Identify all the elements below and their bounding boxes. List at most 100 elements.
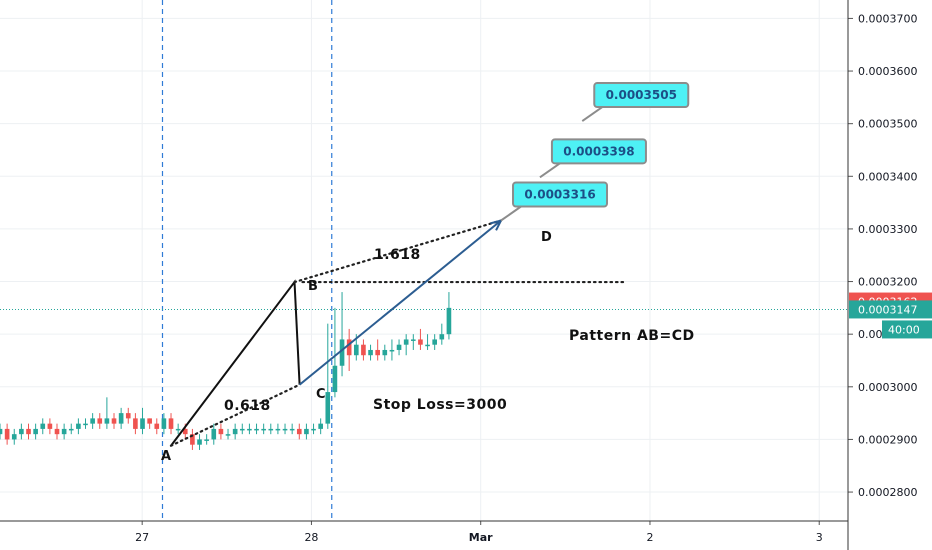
candle-body [268, 428, 274, 431]
candle-body [325, 392, 331, 424]
candle-body [446, 307, 452, 335]
candle-body [197, 439, 202, 445]
candle-body [140, 418, 145, 429]
point-label-c: C [316, 387, 326, 402]
chart-labels: 0.618 1.618 Stop Loss=3000 Pattern AB=CD… [161, 230, 695, 464]
candle-body [204, 439, 209, 441]
candle-body [168, 418, 174, 429]
stop-loss-label: Stop Loss=3000 [373, 397, 507, 413]
current-price-tag-value: 0.0003147 [858, 303, 918, 316]
current-price-tag [849, 300, 932, 319]
pattern-label: Pattern AB=CD [569, 328, 695, 344]
target-callouts[interactable]: 0.0003316 0.0003398 0.0003505 [500, 82, 690, 222]
countdown-tag-value: 40:00 [888, 323, 920, 336]
candle-body [361, 344, 366, 356]
candle-body [54, 428, 60, 435]
x-tick-label: 28 [304, 531, 318, 544]
target-callout-pointer [500, 205, 522, 222]
y-tick-label: 0.0003400 [858, 170, 918, 183]
candle-body [133, 418, 138, 429]
target-callout-value: 0.0003398 [563, 144, 634, 158]
target-callout-pointer [581, 106, 603, 122]
candle-body [439, 334, 445, 340]
candle-body [339, 339, 345, 366]
target-callout-box [512, 181, 609, 208]
candle-body [182, 428, 188, 435]
countdown-tag [882, 320, 932, 339]
candle-body [232, 428, 238, 435]
candle-body [76, 423, 81, 429]
candle-body [382, 349, 388, 356]
fib-ratio-ab: 0.618 [224, 398, 271, 414]
y-tick-label: 0.0003300 [858, 223, 918, 236]
fib-ac-dotted-line [169, 383, 301, 447]
x-tick-label: 27 [135, 531, 149, 544]
candle-body [239, 428, 245, 431]
x-tick-label: 2 [646, 531, 653, 544]
point-label-d: D [541, 230, 552, 245]
y-tick-label: 0.0003700 [858, 12, 918, 25]
point-label-b: B [308, 279, 318, 294]
candle-body [311, 428, 316, 431]
candle-body [83, 423, 88, 426]
candle-body [425, 344, 430, 347]
candle-body [104, 418, 110, 424]
candle-body [97, 418, 103, 424]
candle-body [47, 423, 53, 429]
y-tick-label: 0.0003500 [858, 118, 918, 131]
candle-body [403, 339, 409, 345]
candle-body [254, 428, 259, 431]
candle-body [0, 428, 3, 435]
target-callout-box [550, 138, 647, 165]
x-tick-label: 3 [816, 531, 823, 544]
candle-body [282, 428, 288, 431]
chart-grid [0, 0, 848, 521]
candle-body [275, 428, 281, 431]
candle-body [190, 434, 195, 445]
candle-body [26, 428, 31, 435]
candle-body [346, 339, 352, 356]
cd-arrow-line [298, 219, 502, 386]
y-tick-label: 0.0002900 [858, 433, 918, 446]
candle-body [154, 423, 160, 429]
candle-body [68, 428, 74, 431]
candle-body [289, 428, 295, 431]
candle-body [410, 339, 416, 341]
candle-body [247, 428, 252, 431]
pattern-drawings[interactable] [169, 218, 626, 447]
session-markers [0, 0, 848, 521]
fib-ratio-bd: 1.618 [374, 247, 421, 263]
candle-body [40, 423, 46, 429]
y-tick-label: 0.0002800 [858, 486, 918, 499]
candle-body [4, 428, 10, 440]
candle-body [33, 428, 38, 435]
candle-body [368, 349, 373, 356]
x-tick-label: Mar [469, 531, 493, 544]
candle-body [396, 344, 402, 350]
point-label-a: A [161, 449, 171, 464]
target-callout-pointer [539, 162, 561, 179]
candle-body [296, 428, 302, 435]
y-tick-label: 0.0003200 [858, 276, 918, 289]
candle-body [118, 413, 124, 424]
candle-body [218, 428, 224, 435]
candle-body [304, 428, 309, 435]
candle-body [11, 434, 17, 440]
abc-leg-lines [170, 279, 301, 447]
candle-body [211, 428, 217, 440]
candle-body [225, 434, 231, 436]
target-callout-value: 0.0003316 [524, 188, 595, 202]
target-callout-value: 0.0003505 [606, 88, 677, 102]
candle-body [353, 344, 359, 356]
target-callout-box [593, 82, 690, 109]
candle-body [432, 339, 437, 345]
candle-body [318, 423, 323, 429]
candle-body [111, 418, 117, 424]
candle-body [175, 428, 181, 431]
candle-body [375, 349, 380, 356]
candle-body [61, 428, 67, 435]
candlestick-series [0, 292, 452, 450]
